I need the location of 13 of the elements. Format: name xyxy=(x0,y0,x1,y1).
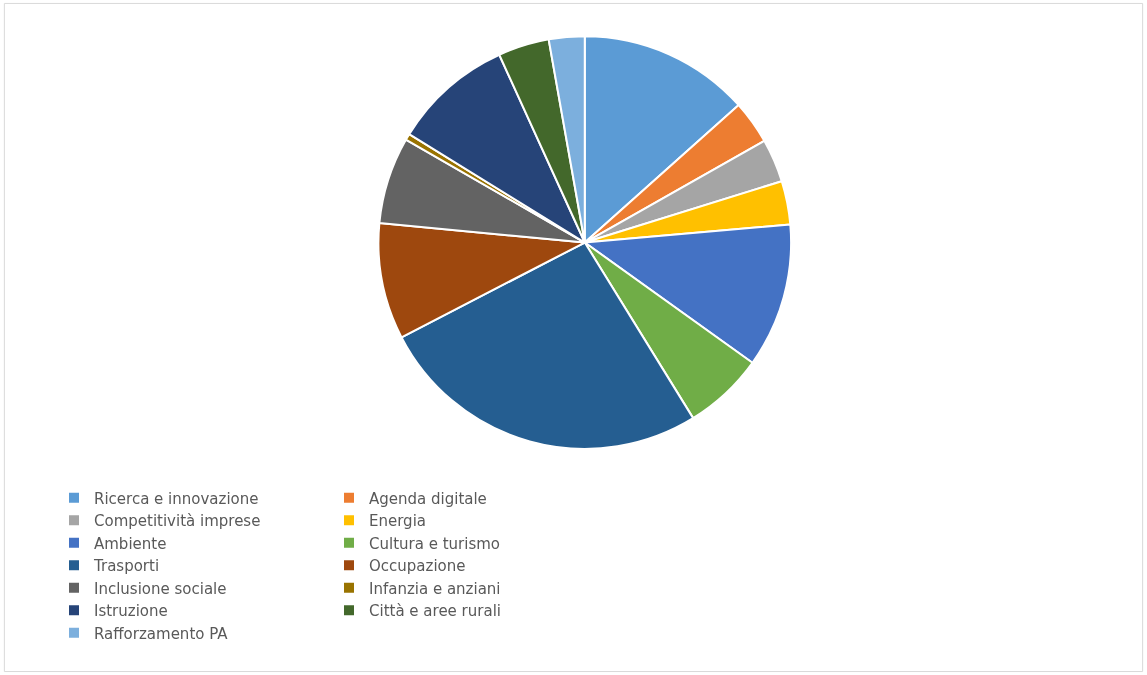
legend-label: Trasporti xyxy=(93,557,160,576)
legend-label: Occupazione xyxy=(369,557,466,576)
legend-label: Energia xyxy=(369,512,426,531)
legend-label: Cultura e turismo xyxy=(369,534,500,553)
legend-label: Inclusione sociale xyxy=(94,579,227,598)
legend-label: Competitività imprese xyxy=(94,512,261,531)
legend-label: Istruzione xyxy=(94,602,168,621)
legend-label: Agenda digitale xyxy=(369,489,487,508)
legend-label: Rafforzamento PA xyxy=(94,624,229,643)
legend-label: Infanzia e anziani xyxy=(369,579,501,598)
legend-label: Ricerca e innovazione xyxy=(94,489,259,508)
legend-label: Città e aree rurali xyxy=(369,602,501,621)
legend-label: Ambiente xyxy=(94,534,167,553)
